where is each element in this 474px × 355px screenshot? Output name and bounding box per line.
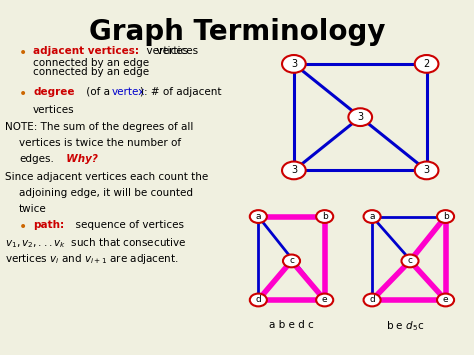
Text: NOTE: The sum of the degrees of all: NOTE: The sum of the degrees of all	[5, 122, 193, 132]
Text: c: c	[289, 256, 294, 266]
Circle shape	[437, 210, 454, 223]
Text: $v_1,v_2,...v_k$  such that consecutive: $v_1,v_2,...v_k$ such that consecutive	[5, 236, 186, 250]
Text: Since adjacent vertices each count the: Since adjacent vertices each count the	[5, 172, 208, 182]
Text: •: •	[19, 87, 27, 101]
Text: (of a: (of a	[83, 87, 113, 97]
Circle shape	[401, 255, 419, 267]
Text: vertices $v_i$ and $v_{i+1}$ are adjacent.: vertices $v_i$ and $v_{i+1}$ are adjacen…	[5, 252, 179, 266]
Circle shape	[282, 162, 306, 179]
Text: path:: path:	[33, 220, 64, 230]
Circle shape	[283, 255, 300, 267]
Text: •: •	[19, 220, 27, 234]
Text: •: •	[19, 46, 27, 60]
Circle shape	[282, 55, 306, 73]
Text: d: d	[369, 295, 375, 305]
Text: edges.: edges.	[19, 154, 54, 164]
Text: 3: 3	[291, 165, 297, 175]
Circle shape	[415, 162, 438, 179]
Text: Graph Terminology: Graph Terminology	[89, 18, 385, 46]
Text: b: b	[443, 212, 448, 221]
Text: e: e	[322, 295, 328, 305]
Circle shape	[250, 210, 267, 223]
Text: b e $d_5$c: b e $d_5$c	[386, 320, 424, 333]
Text: a: a	[255, 212, 261, 221]
Text: sequence of vertices: sequence of vertices	[69, 220, 184, 230]
Circle shape	[316, 210, 333, 223]
Text: a: a	[369, 212, 375, 221]
Text: a b e d c: a b e d c	[269, 320, 314, 329]
Text: degree: degree	[33, 87, 75, 97]
Text: vertices is twice the number of: vertices is twice the number of	[19, 138, 181, 148]
Circle shape	[437, 294, 454, 306]
Text: 3: 3	[357, 112, 363, 122]
Circle shape	[316, 294, 333, 306]
Text: adjacent vertices:: adjacent vertices:	[33, 46, 139, 56]
Text: twice: twice	[19, 204, 47, 214]
Circle shape	[364, 210, 381, 223]
Text: b: b	[322, 212, 328, 221]
Circle shape	[364, 294, 381, 306]
Text: 3: 3	[424, 165, 429, 175]
Text: Why?: Why?	[59, 154, 98, 164]
Text: vertices: vertices	[140, 46, 188, 56]
Text: vertices
connected by an edge: vertices connected by an edge	[33, 46, 198, 68]
Circle shape	[348, 108, 372, 126]
Text: adjoining edge, it will be counted: adjoining edge, it will be counted	[19, 188, 193, 198]
Text: vertex: vertex	[111, 87, 145, 97]
Text: connected by an edge: connected by an edge	[33, 67, 149, 77]
Text: ): # of adjacent: ): # of adjacent	[140, 87, 221, 97]
Text: d: d	[255, 295, 261, 305]
Text: 3: 3	[291, 59, 297, 69]
Text: 2: 2	[423, 59, 430, 69]
Circle shape	[250, 294, 267, 306]
Text: vertices: vertices	[33, 105, 75, 115]
Text: c: c	[408, 256, 412, 266]
Text: e: e	[443, 295, 448, 305]
Circle shape	[415, 55, 438, 73]
